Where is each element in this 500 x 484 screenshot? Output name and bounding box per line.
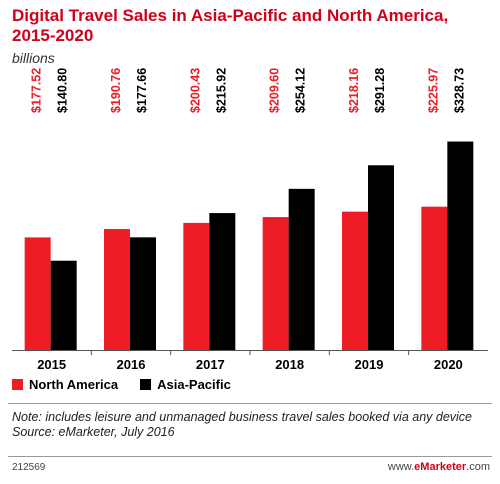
x-tick-label-2015: 2015	[37, 357, 66, 370]
legend-item-asia-pacific: Asia-Pacific	[140, 377, 231, 392]
note-text: Note: includes leisure and unmanaged bus…	[12, 410, 473, 424]
data-label-north-america-2018: $209.60	[268, 68, 282, 113]
legend: North America Asia-Pacific	[12, 377, 253, 392]
data-label-asia-pacific-2015: $140.80	[56, 68, 70, 113]
brand-suffix: .com	[466, 461, 490, 473]
brand-name: eMarketer	[414, 461, 467, 473]
bar-north-america-2019	[342, 211, 368, 350]
x-tick-label-2018: 2018	[275, 357, 304, 370]
legend-label-asia-pacific: Asia-Pacific	[157, 377, 231, 392]
data-label-asia-pacific-2018: $254.12	[294, 68, 308, 113]
data-label-north-america-2019: $218.16	[347, 68, 361, 113]
legend-swatch-asia-pacific	[140, 379, 152, 390]
bar-asia-pacific-2017	[209, 213, 236, 350]
bar-asia-pacific-2020	[447, 141, 474, 350]
legend-swatch-north-america	[12, 379, 23, 390]
x-tick-label-2020: 2020	[434, 357, 463, 370]
data-label-north-america-2016: $190.76	[109, 68, 123, 113]
x-tick-label-2017: 2017	[196, 357, 225, 370]
data-label-asia-pacific-2017: $215.92	[214, 68, 228, 113]
divider-top	[8, 403, 492, 404]
source-text: Source: eMarketer, July 2016	[12, 425, 175, 439]
bar-asia-pacific-2019	[368, 165, 394, 350]
data-label-asia-pacific-2020: $328.73	[452, 68, 466, 113]
bar-north-america-2015	[24, 237, 51, 350]
data-label-asia-pacific-2019: $291.28	[373, 68, 387, 113]
brand-url: www.eMarketer.com	[388, 461, 490, 473]
x-tick-label-2016: 2016	[117, 357, 146, 370]
data-label-north-america-2017: $200.43	[188, 68, 202, 113]
data-label-asia-pacific-2016: $177.66	[135, 68, 149, 113]
data-label-north-america-2015: $177.52	[30, 68, 44, 113]
bar-north-america-2016	[104, 229, 130, 350]
x-tick-label-2019: 2019	[355, 357, 384, 370]
legend-label-north-america: North America	[29, 377, 119, 392]
data-label-north-america-2020: $225.97	[426, 68, 440, 113]
divider-bottom	[8, 456, 492, 457]
chart-id: 212569	[12, 462, 46, 473]
bar-north-america-2017	[183, 222, 210, 350]
legend-item-north-america: North America	[12, 377, 118, 392]
bar-north-america-2018	[262, 217, 289, 350]
chart-title: Digital Travel Sales in Asia-Pacific and…	[12, 6, 449, 45]
bar-north-america-2020	[421, 206, 448, 350]
brand-prefix: www.	[387, 461, 415, 473]
bar-chart: $177.52 $140.80 2015 $190.76 $177.66 2016 $200…	[12, 68, 488, 370]
footnote: Note: includes leisure and unmanaged bus…	[12, 410, 492, 440]
chart-subtitle: billions	[12, 50, 55, 66]
bar-asia-pacific-2016	[130, 237, 156, 350]
bar-asia-pacific-2015	[50, 260, 77, 350]
bar-asia-pacific-2018	[288, 188, 315, 350]
